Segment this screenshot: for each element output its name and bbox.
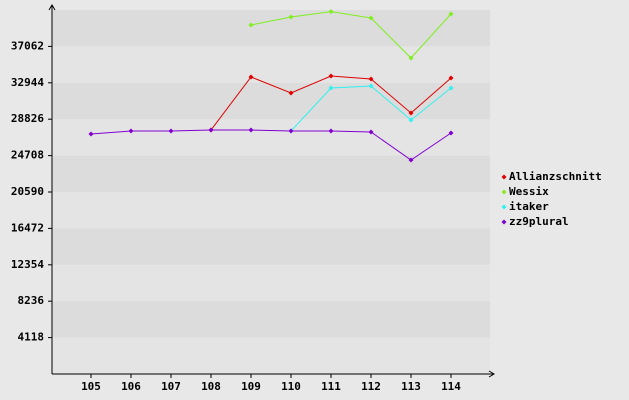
legend-marker <box>501 204 507 210</box>
legend-label: itaker <box>509 200 549 213</box>
x-tick-label: 105 <box>81 380 101 393</box>
y-tick-label: 12354 <box>11 258 44 271</box>
data-point <box>368 83 374 89</box>
data-point <box>448 130 454 136</box>
data-point <box>448 85 454 91</box>
data-point <box>288 14 294 20</box>
legend-marker <box>501 219 507 225</box>
x-tick-label: 111 <box>321 380 341 393</box>
data-point <box>88 131 94 137</box>
y-tick-label: 32944 <box>11 76 44 89</box>
x-tick-label: 114 <box>441 380 461 393</box>
data-point <box>408 55 414 61</box>
data-point <box>208 127 214 133</box>
grid-band <box>52 337 490 374</box>
x-tick-label: 107 <box>161 380 181 393</box>
data-point <box>328 9 334 15</box>
data-point <box>248 22 254 28</box>
y-tick-label: 8236 <box>18 294 45 307</box>
data-point <box>368 76 374 82</box>
data-point <box>328 85 334 91</box>
legend-label: Allianzschnitt <box>509 170 602 183</box>
y-tick-label: 4118 <box>18 331 45 344</box>
x-tick-label: 106 <box>121 380 141 393</box>
data-point <box>288 90 294 96</box>
plot-bands <box>52 10 490 374</box>
y-tick-label: 28826 <box>11 112 44 125</box>
data-point <box>248 74 254 80</box>
y-tick-label: 37062 <box>11 39 44 52</box>
y-arrow <box>48 4 56 11</box>
data-point <box>168 128 174 134</box>
grid-band <box>52 192 490 229</box>
x-tick-label: 113 <box>401 380 421 393</box>
data-point <box>328 73 334 79</box>
data-point <box>368 15 374 21</box>
data-point <box>328 128 334 134</box>
y-tick-label: 24708 <box>11 149 44 162</box>
data-point <box>408 157 414 163</box>
y-tick-label: 16472 <box>11 221 44 234</box>
data-point <box>288 128 294 134</box>
series-line <box>250 11 452 59</box>
grid-band <box>52 155 490 192</box>
x-tick-label: 109 <box>241 380 261 393</box>
data-point <box>128 128 134 134</box>
legend-label: zz9plural <box>509 215 569 228</box>
x-tick-label: 110 <box>281 380 301 393</box>
x-tick-label: 108 <box>201 380 221 393</box>
grid-band <box>52 119 490 156</box>
grid-band <box>52 301 490 338</box>
y-tick-label: 20590 <box>11 185 44 198</box>
grid-band <box>52 264 490 302</box>
grid-band <box>52 82 490 120</box>
data-point <box>448 11 454 17</box>
grid-band <box>52 10 490 47</box>
grid-band <box>52 46 490 83</box>
data-point <box>408 117 414 123</box>
legend-marker <box>501 189 507 195</box>
data-point <box>248 127 254 133</box>
legend-marker <box>501 174 507 180</box>
x-tick-label: 112 <box>361 380 381 393</box>
data-point <box>408 110 414 116</box>
x-arrow <box>488 370 495 378</box>
grid-band <box>52 228 490 265</box>
data-point <box>368 129 374 135</box>
series-line <box>90 129 452 161</box>
legend-label: Wessix <box>509 185 549 198</box>
data-point <box>448 75 454 81</box>
